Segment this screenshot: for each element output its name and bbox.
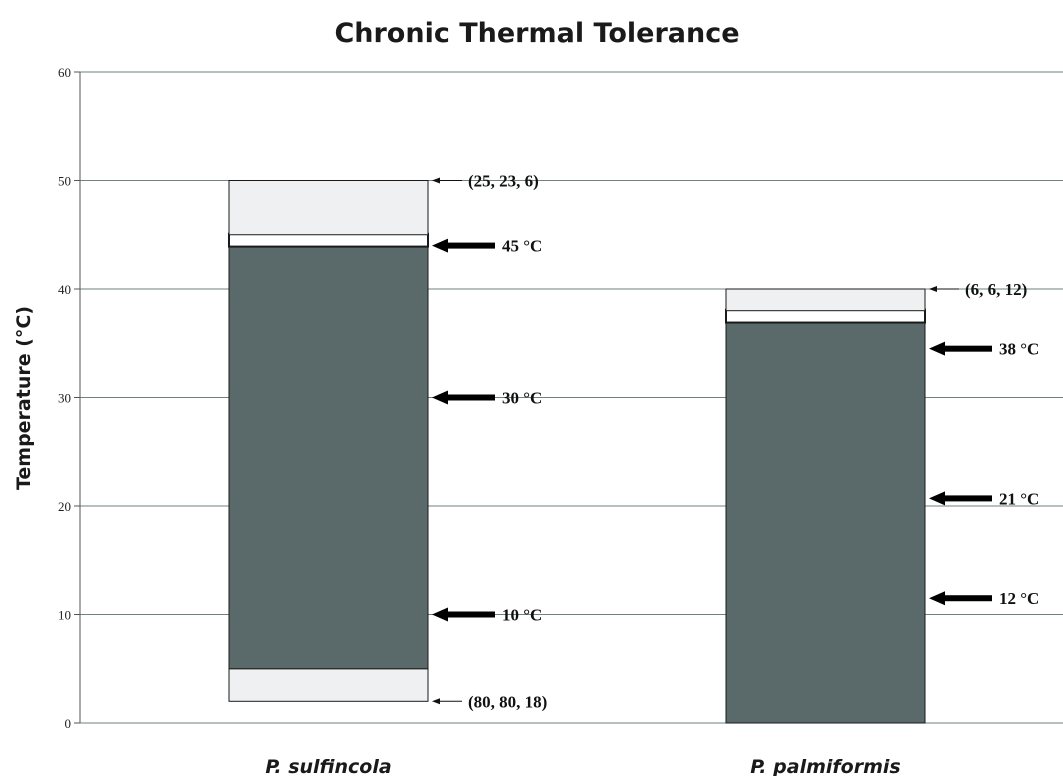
annotation-label: (25, 23, 6): [468, 172, 539, 191]
bold-arrow-shaft: [943, 345, 992, 352]
annotation-label: (6, 6, 12): [965, 280, 1027, 299]
annotation-label: 45 °C: [502, 237, 542, 256]
bold-arrow-head: [432, 238, 448, 253]
bold-arrow-shaft: [943, 595, 992, 602]
y-axis: 0 10 20 30 40 50 60: [58, 65, 81, 731]
category-label: P. palmiformis: [750, 756, 900, 776]
annotation-label: 30 °C: [502, 389, 542, 408]
category-label: P. sulfincola: [265, 756, 391, 776]
bold-arrow-shaft: [943, 495, 992, 502]
bars: [228, 180, 926, 724]
bar-segment-optimum: [228, 232, 429, 248]
annotation-label: 12 °C: [999, 589, 1039, 608]
chart-title: Chronic Thermal Tolerance: [334, 18, 739, 49]
bold-arrow-shaft: [446, 611, 495, 618]
annotation-label: 21 °C: [999, 489, 1039, 508]
bold-arrow-head: [432, 607, 448, 622]
bold-arrow-shaft: [446, 242, 495, 249]
bold-arrow-head: [929, 591, 945, 606]
thin-arrow-head: [929, 286, 937, 292]
annotation-label: 38 °C: [999, 340, 1039, 359]
bar-segment-upper-range: [228, 180, 429, 236]
bold-arrow-head: [929, 341, 945, 356]
y-tick-label: 40: [58, 282, 71, 297]
annotation-label: 10 °C: [502, 606, 542, 625]
annotation-label: (80, 80, 18): [468, 692, 547, 711]
y-tick-label: 10: [58, 608, 71, 623]
thin-arrow-head: [432, 177, 440, 184]
y-tick-label: 50: [58, 174, 71, 189]
bar-segment-growth: [725, 321, 926, 724]
bar-segment-upper-range: [725, 288, 926, 312]
bold-arrow-head: [432, 390, 448, 405]
bar-segment-growth: [228, 245, 429, 670]
y-tick-label: 60: [58, 65, 71, 80]
y-axis-label: Temperature (°C): [13, 306, 35, 490]
bar-segment-lower-range: [228, 668, 429, 702]
bar-segment-optimum: [725, 308, 926, 324]
y-tick-label: 30: [58, 391, 71, 406]
category-labels: P. sulfincola P. palmiformis: [265, 756, 900, 776]
thin-arrow-head: [432, 698, 440, 705]
bold-arrow-shaft: [446, 394, 495, 401]
bold-arrow-head: [929, 491, 945, 506]
y-tick-label: 20: [58, 499, 71, 514]
annotations: (25, 23, 6) 45 °C 30 °C 10 °C (80, 80, 18) (6…: [432, 172, 1039, 711]
y-tick-label: 0: [65, 716, 72, 731]
